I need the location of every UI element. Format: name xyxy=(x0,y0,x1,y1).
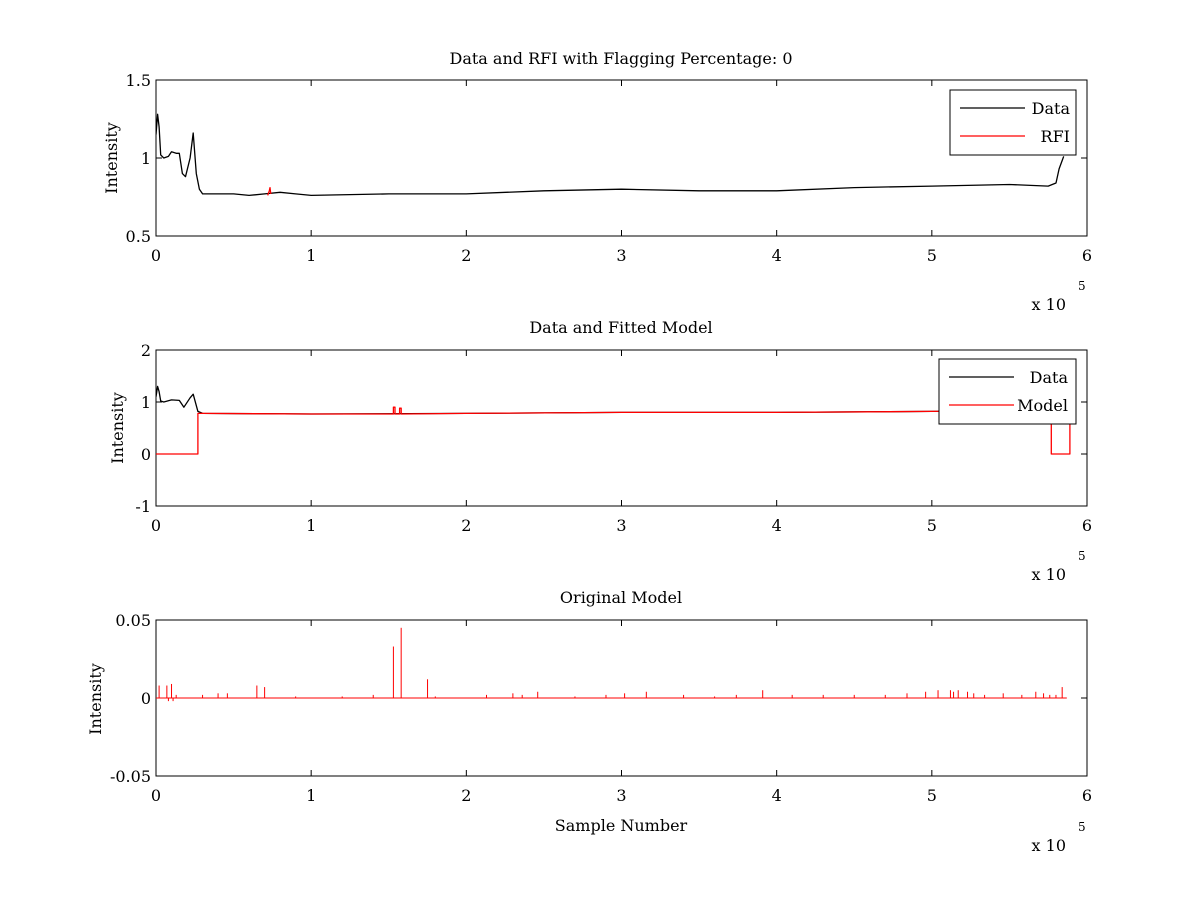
y-tick-label: -1 xyxy=(135,497,151,516)
legend-label: RFI xyxy=(1041,127,1070,146)
legend-label: Data xyxy=(1030,368,1069,387)
x-tick-label: 4 xyxy=(772,246,782,265)
x-tick-label: 6 xyxy=(1082,246,1092,265)
series-group xyxy=(156,113,1065,197)
x-tick-label: 1 xyxy=(306,516,316,535)
y-tick-label: 0 xyxy=(141,445,151,464)
panel-original-model: Original Model Intensity Sample Number x… xyxy=(86,588,1092,855)
x-exponent-label: 5 xyxy=(1078,279,1086,293)
y-tick-label: 1.5 xyxy=(126,71,151,90)
x-tick-label: 3 xyxy=(616,786,626,805)
legend-box xyxy=(938,358,1077,425)
x-multiplier-label: x 10 xyxy=(1032,836,1066,855)
x-tick-label: 6 xyxy=(1082,786,1092,805)
x-tick-label: 0 xyxy=(151,246,161,265)
chart-title: Data and RFI with Flagging Percentage: 0 xyxy=(449,49,792,68)
legend: Data RFI xyxy=(949,89,1077,156)
x-axis-label: Sample Number xyxy=(555,816,688,835)
x-tick-label: 1 xyxy=(306,246,316,265)
x-tick-label: 4 xyxy=(772,786,782,805)
x-tick-label: 2 xyxy=(461,786,471,805)
y-tick-label: 2 xyxy=(141,341,151,360)
legend-box xyxy=(949,89,1077,156)
x-tick-label: 0 xyxy=(151,786,161,805)
x-tick-label: 4 xyxy=(772,516,782,535)
legend-label: Data xyxy=(1032,99,1071,118)
chart-title: Original Model xyxy=(560,588,682,607)
legend-label: Model xyxy=(1017,396,1068,415)
x-tick-label: 6 xyxy=(1082,516,1092,535)
y-axis-label: Intensity xyxy=(102,122,121,194)
series-line-rfi xyxy=(267,186,272,196)
y-tick-label: 0.5 xyxy=(126,227,151,246)
x-tick-label: 3 xyxy=(616,246,626,265)
chart-title: Data and Fitted Model xyxy=(529,318,712,337)
y-axis-label: Intensity xyxy=(108,392,127,464)
series-line-data xyxy=(156,113,1065,197)
y-tick-label: -0.05 xyxy=(110,767,151,786)
y-axis-label: Intensity xyxy=(86,663,105,735)
x-tick-label: 5 xyxy=(927,516,937,535)
panel-fitted-model: Data and Fitted Model Intensity x 10 5 0… xyxy=(108,318,1092,584)
y-tick-label: 1 xyxy=(141,393,151,412)
x-tick-label: 5 xyxy=(927,786,937,805)
x-multiplier-label: x 10 xyxy=(1032,295,1066,314)
x-tick-label: 2 xyxy=(461,246,471,265)
x-tick-label: 1 xyxy=(306,786,316,805)
legend: Data Model xyxy=(938,358,1077,425)
x-tick-label: 0 xyxy=(151,516,161,535)
y-tick-label: 0.05 xyxy=(115,611,151,630)
x-tick-label: 2 xyxy=(461,516,471,535)
y-tick-label: 1 xyxy=(141,149,151,168)
x-exponent-label: 5 xyxy=(1078,549,1086,563)
x-exponent-label: 5 xyxy=(1078,820,1086,834)
x-multiplier-label: x 10 xyxy=(1032,565,1066,584)
panel-data-rfi: Data and RFI with Flagging Percentage: 0… xyxy=(102,49,1092,314)
series-group xyxy=(156,627,1067,702)
x-tick-label: 5 xyxy=(927,246,937,265)
x-tick-label: 3 xyxy=(616,516,626,535)
y-tick-label: 0 xyxy=(141,689,151,708)
